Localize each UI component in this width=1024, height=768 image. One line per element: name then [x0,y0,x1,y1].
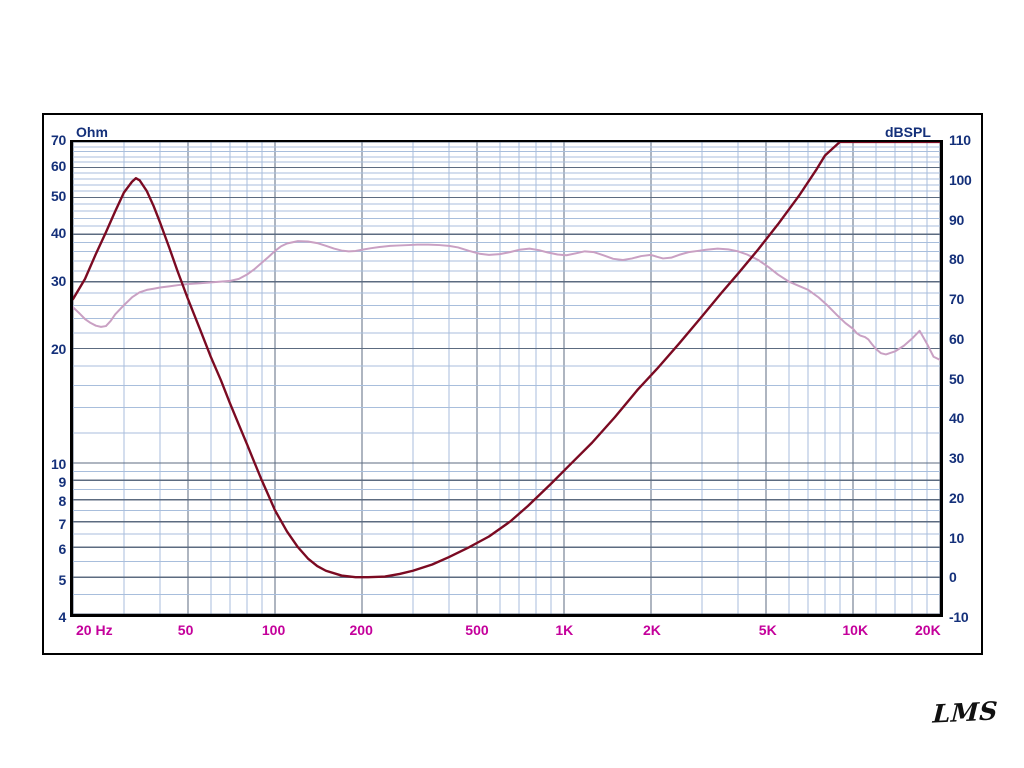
spl-curve [73,240,940,361]
right-axis-tick: 80 [949,251,964,268]
x-axis-tick: 1K [555,622,574,638]
impedance-curve [73,142,940,579]
right-axis-tick: 90 [949,211,964,228]
x-axis-tick: 500 [465,622,489,638]
right-axis-tick: 110 [949,132,971,148]
right-axis-tick: 40 [949,410,964,427]
left-axis-tick: 40 [51,225,66,242]
left-axis-tick: 50 [51,188,66,205]
left-axis-tick: 20 [51,340,66,357]
x-axis-tick: 10K [842,622,869,638]
right-axis-tick: 0 [949,569,957,586]
right-axis-tick: 60 [949,330,964,347]
x-axis-tick: 2K [643,622,661,638]
x-axis-tick: 5K [758,622,777,638]
left-axis-tick: 10 [51,456,66,473]
x-axis-tick: 100 [261,622,286,638]
left-axis-tick: 9 [58,473,67,490]
grid-layer [73,142,940,614]
left-axis-tick: 5 [58,571,67,588]
plot-inner [73,142,940,614]
left-axis-tick: 6 [58,541,67,558]
x-axis-tick: 200 [349,622,373,638]
left-axis-unit-label: Ohm [76,124,108,140]
right-axis-unit-label: dBSPL [885,124,931,140]
right-axis-tick: 100 [949,171,972,188]
left-axis-tick: 60 [51,157,66,174]
right-axis-tick: 20 [949,489,964,506]
right-axis-tick: 10 [949,529,964,546]
left-axis-tick: 70 [51,132,66,148]
right-axis-tick: 70 [949,291,964,307]
right-axis-tick: 50 [949,370,964,387]
x-axis-tick: 20 Hz [76,622,113,638]
x-axis-tick: 50 [177,622,194,638]
left-axis-tick: 8 [58,493,67,510]
plot-area [70,140,943,617]
right-axis-tick: -10 [949,609,969,625]
left-axis-tick: 4 [58,609,67,625]
lms-watermark: LMS [932,696,999,729]
left-axis-tick: 7 [58,515,67,532]
right-axis-tick: 30 [949,450,964,466]
curve-layer [73,142,940,579]
x-axis-tick: 20K [915,622,941,638]
left-axis-tick: 30 [51,273,66,290]
